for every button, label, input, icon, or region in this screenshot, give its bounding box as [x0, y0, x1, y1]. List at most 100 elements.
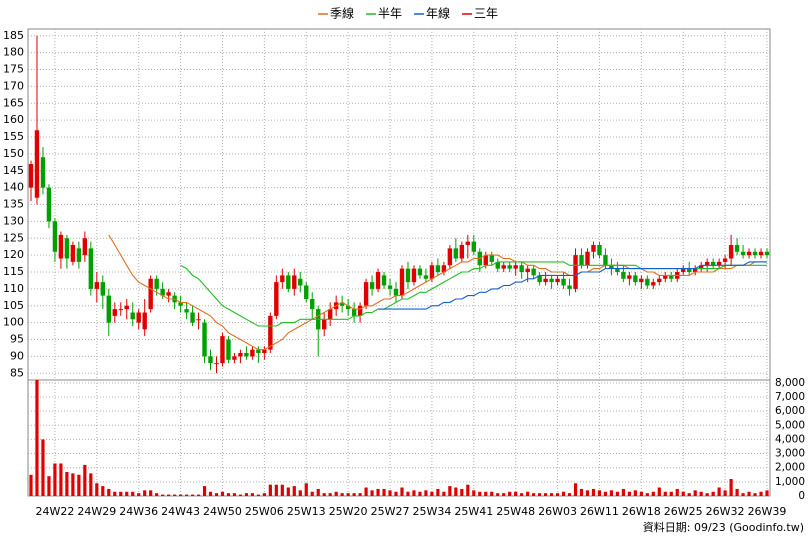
volume-bar: [424, 490, 428, 496]
candle-body: [166, 292, 171, 296]
candle-body: [339, 302, 345, 306]
candle-body: [567, 285, 572, 289]
volume-bar: [585, 490, 590, 496]
legend-label: 年線: [426, 6, 450, 21]
candle-body: [441, 265, 447, 272]
candle-body: [549, 278, 554, 283]
candle-body: [405, 268, 411, 283]
volume-bar: [735, 488, 739, 496]
candle-body: [214, 363, 219, 365]
volume-bar: [137, 493, 141, 496]
candle-body: [513, 265, 518, 269]
candle-body: [621, 272, 626, 279]
x-tick-label: 24W22: [35, 505, 74, 518]
volume-bar: [657, 487, 661, 496]
candle-body: [591, 245, 596, 252]
volume-tick-label: 6,000: [775, 405, 805, 417]
candle-body: [40, 157, 46, 188]
volume-bar: [555, 493, 560, 496]
candle-body: [519, 265, 524, 272]
volume-bar: [77, 474, 81, 496]
candle-body: [507, 265, 512, 269]
candle-body: [417, 268, 423, 276]
volume-bar: [579, 488, 584, 496]
volume-bar: [538, 493, 542, 496]
candle-body: [746, 251, 752, 256]
volume-bar: [639, 491, 643, 496]
candle-body: [369, 282, 375, 289]
volume-bar: [699, 491, 703, 496]
x-tick-label: 25W20: [329, 505, 368, 518]
volume-tick-label: 0: [798, 490, 805, 502]
candle-body: [639, 278, 644, 283]
candle-body: [698, 265, 704, 269]
volume-bar: [765, 490, 769, 496]
volume-bar: [496, 493, 500, 496]
volume-bar: [442, 491, 446, 496]
candle-body: [669, 275, 674, 279]
volume-bar: [520, 493, 524, 496]
candle-body: [363, 282, 369, 306]
candle-body: [381, 275, 387, 286]
candle-body: [597, 245, 602, 256]
y-tick-label: 135: [3, 198, 24, 211]
volume-tick-label: 3,000: [775, 448, 805, 460]
y-tick-label: 170: [3, 79, 24, 92]
candle-body: [411, 268, 417, 283]
volume-bar: [526, 491, 530, 496]
volume-bar: [101, 486, 105, 496]
y-tick-label: 110: [3, 282, 24, 295]
volume-bar: [322, 493, 326, 496]
volume-tick-label: 2,000: [775, 462, 805, 474]
candle-body: [351, 309, 357, 316]
volume-bar: [226, 493, 231, 496]
candle-body: [184, 309, 189, 313]
y-tick-label: 90: [10, 349, 24, 362]
y-tick-label: 120: [3, 248, 24, 261]
y-tick-label: 125: [3, 231, 24, 244]
volume-tick-label: 4,000: [775, 433, 805, 445]
volume-bar: [669, 491, 673, 496]
volume-bar: [173, 494, 177, 496]
candle-body: [190, 312, 195, 323]
ma-line: [378, 261, 767, 310]
volume-bar: [418, 491, 422, 496]
x-tick-label: 26W11: [580, 505, 619, 518]
volume-bar: [89, 473, 93, 496]
volume-bar: [400, 487, 404, 496]
volume-bar: [681, 491, 685, 496]
volume-bar: [274, 484, 278, 496]
candle-body: [561, 278, 566, 286]
x-tick-label: 24W43: [161, 505, 200, 518]
volume-bar: [747, 491, 751, 496]
candle-body: [423, 275, 429, 279]
y-tick-label: 175: [3, 63, 24, 76]
candle-body: [716, 261, 722, 266]
volume-bar: [591, 488, 596, 496]
candle-body: [603, 255, 608, 266]
volume-bar: [107, 488, 111, 496]
volume-bar: [627, 491, 631, 496]
volume-bar: [561, 491, 566, 496]
plot-frame: [27, 28, 771, 497]
y-tick-label: 100: [3, 316, 24, 329]
volume-bar: [621, 488, 625, 496]
volume-bar: [609, 490, 614, 496]
volume-bar: [729, 479, 733, 496]
volume-bar: [430, 491, 434, 496]
candle-body: [399, 268, 405, 296]
candle-body: [537, 275, 542, 283]
volume-bar: [448, 486, 452, 496]
candle-body: [615, 268, 620, 272]
y-tick-label: 95: [10, 333, 24, 346]
candle-body: [268, 315, 273, 350]
volume-bar: [394, 491, 398, 496]
ma-line: [108, 234, 767, 351]
candle-body: [298, 278, 303, 286]
y-tick-label: 165: [3, 96, 24, 109]
volume-bar: [573, 483, 578, 496]
volume-bar: [178, 494, 183, 496]
volume-bar: [268, 484, 272, 496]
volume-bar: [155, 493, 159, 496]
volume-bar: [472, 490, 476, 496]
